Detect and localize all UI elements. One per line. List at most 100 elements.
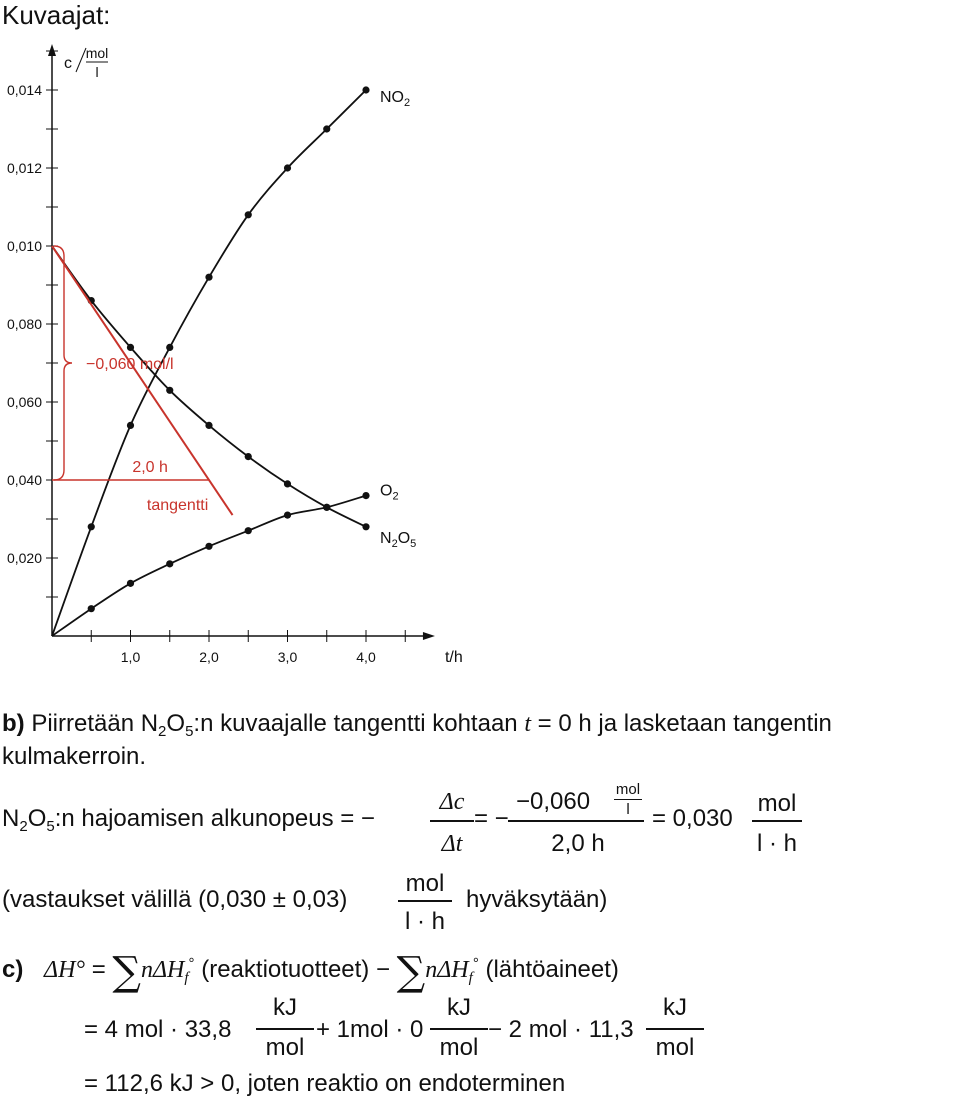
rate-label: N2O5:n hajoamisen alkunopeus = − — [2, 805, 375, 835]
series-point — [244, 211, 252, 219]
y-tick-label: 0,080 — [7, 316, 42, 332]
c-line2-a: = 4 mol · 33,8 — [84, 1016, 232, 1043]
c-reactants: (lähtöaineet) — [485, 956, 619, 983]
series-point — [244, 453, 252, 461]
c-products: (reaktiotuotteet) − — [201, 956, 390, 983]
range-unit-bar — [398, 900, 452, 902]
chart-axes — [48, 44, 435, 640]
chart-series: NO2 O2 N2O5 — [51, 86, 416, 637]
c-f-sub-1: f — [184, 970, 189, 986]
series-point — [205, 273, 213, 281]
kj-3: kJ — [663, 994, 687, 1021]
b-text-b: O — [166, 710, 186, 737]
b-text-a: Piirretään N — [31, 710, 159, 737]
concentration-time-chart: 0,020 0,040 0,060 0,080 0,010 0,012 0,014 1,0 2,… — [7, 44, 463, 666]
x-tick-label: 1,0 — [121, 649, 141, 665]
numerator-value: −0,060 — [516, 788, 591, 815]
c-term1: nΔH — [140, 957, 185, 983]
series-point — [362, 523, 370, 531]
b-text-d: = 0 h ja lasketaan tangentin — [530, 710, 832, 737]
dt-annotation: 2,0 h — [132, 459, 168, 476]
kj-bar-2 — [430, 1028, 488, 1030]
series-point — [323, 503, 331, 511]
kj-bar-1 — [256, 1028, 314, 1030]
y-axis-unit-symbol: c — [64, 55, 72, 72]
series-point — [166, 386, 174, 394]
kj-1: kJ — [273, 994, 297, 1021]
series-point — [362, 86, 370, 94]
series-point — [362, 492, 370, 500]
series-point — [283, 511, 292, 519]
denominator-value: 2,0 h — [551, 830, 605, 857]
y-axis-unit-slash — [75, 47, 87, 73]
rate-sub-2: 5 — [46, 818, 55, 835]
sum-symbol-1: ∑ — [112, 949, 141, 995]
series-point — [166, 343, 174, 351]
rate-text-a: N — [2, 805, 20, 832]
x-tick-label: 3,0 — [278, 649, 298, 665]
mol-1: mol — [265, 1034, 305, 1061]
result-unit-bar — [752, 820, 802, 822]
series-point — [205, 421, 213, 429]
section-c-line1: c) ΔH° = ∑nΔHf° (reaktiotuotteet) − ∑nΔH… — [2, 952, 619, 992]
x-tick-label: 4,0 — [356, 649, 376, 665]
rate-text-b: O — [27, 805, 47, 832]
y-axis-arrow — [48, 44, 56, 56]
y-tick-label: 0,020 — [7, 550, 42, 566]
x-axis-unit: t/h — [445, 649, 463, 666]
y-tick-label: 0,060 — [7, 394, 42, 410]
result-unit-top: mol — [757, 790, 797, 817]
tangent-annotation: tangentti — [147, 497, 208, 514]
dc-annotation: −0,060 mol/l — [86, 356, 174, 373]
mol-3: mol — [655, 1034, 695, 1061]
num-unit-bottom: l — [626, 801, 630, 818]
eq2-sign: = − — [474, 805, 509, 832]
sum-symbol-2: ∑ — [396, 949, 426, 995]
rate-text-c: :n hajoamisen alkunopeus = − — [54, 805, 375, 832]
section-c-label: c) — [2, 956, 24, 983]
series-line — [51, 89, 367, 637]
series-line — [51, 245, 367, 528]
y-axis-unit-num: mol — [86, 45, 109, 61]
c-line3: = 112,6 kJ > 0, joten reaktio on endoter… — [84, 1070, 566, 1097]
c-deg-2: ° — [472, 955, 479, 972]
b-sub-2: 5 — [185, 723, 194, 740]
series-point — [126, 343, 135, 351]
y-tick-label: 0,010 — [7, 238, 42, 254]
result-unit-bottom: l · h — [756, 830, 797, 857]
num-unit-bar — [614, 799, 642, 801]
section-b-line1: b) Piirretään N2O5:n kuvaajalle tangentt… — [2, 710, 832, 740]
page-heading: Kuvaajat: — [2, 0, 111, 30]
series-point — [205, 542, 213, 550]
series-point — [323, 125, 331, 133]
series-label: O2 — [380, 483, 399, 503]
chart-annotations: −0,060 mol/l 2,0 h tangentti — [51, 245, 234, 516]
dc-dt-fraction-bar — [430, 820, 474, 822]
series-point — [283, 164, 292, 172]
series-point — [87, 523, 95, 531]
x-tick-label: 2,0 — [199, 649, 219, 665]
series-point — [87, 605, 95, 613]
tangent-line — [51, 245, 234, 516]
rate-sub-1: 2 — [19, 818, 28, 835]
b-t-symbol: t — [524, 711, 531, 737]
b-text-c: :n kuvaajalle tangentti kohtaan — [193, 710, 525, 737]
y-axis-unit-den: l — [95, 64, 98, 80]
section-b-label: b) — [2, 710, 25, 737]
dt-denominator: Δt — [441, 831, 463, 857]
series-label: N2O5 — [380, 530, 416, 550]
chart-tick-labels: 0,020 0,040 0,060 0,080 0,010 0,012 0,014 1,0 2,… — [7, 45, 463, 666]
series-line — [51, 494, 367, 637]
series-point — [244, 527, 252, 535]
c-term2: nΔH — [425, 957, 469, 983]
c-deg-1: ° — [188, 955, 195, 972]
range-text: (vastaukset välillä (0,030 ± 0,03) — [2, 886, 348, 913]
c-equals: = — [85, 956, 113, 983]
kj-2: kJ — [447, 994, 471, 1021]
series-label: NO2 — [380, 89, 410, 109]
y-tick-label: 0,040 — [7, 472, 42, 488]
dc-brace — [53, 245, 73, 481]
x-axis-arrow — [422, 632, 435, 640]
dc-numerator: Δc — [439, 789, 465, 815]
kj-bar-3 — [646, 1028, 704, 1030]
